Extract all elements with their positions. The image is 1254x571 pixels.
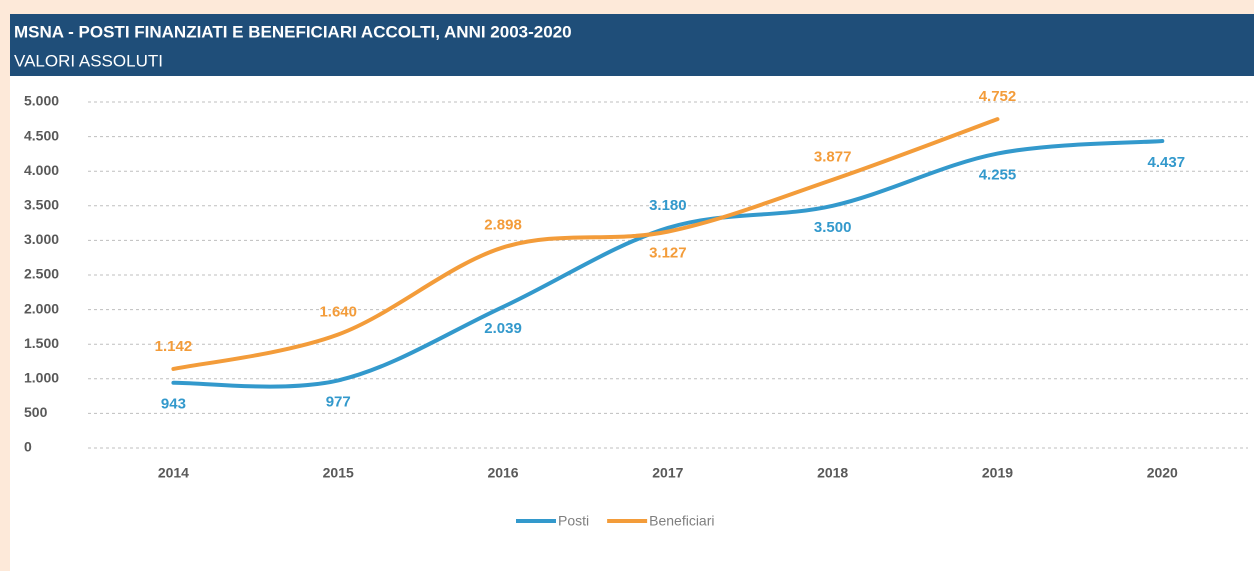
series-line [171, 117, 1000, 371]
x-tick-label: 2016 [487, 465, 518, 481]
y-tick-label: 500 [24, 404, 48, 420]
x-tick-label: 2020 [1147, 465, 1178, 481]
data-label: 1.142 [155, 338, 193, 355]
x-tick-label: 2019 [982, 465, 1013, 481]
data-label: 1.640 [319, 303, 357, 320]
data-label: 2.898 [484, 216, 522, 233]
data-label: 3.500 [814, 219, 852, 236]
data-label: 4.437 [1148, 154, 1186, 171]
header-band [10, 14, 1254, 76]
chart-subtitle: VALORI ASSOLUTI [14, 51, 163, 70]
data-label: 977 [326, 393, 351, 410]
y-tick-label: 3.500 [24, 197, 59, 213]
y-tick-label: 2.000 [24, 300, 59, 316]
y-tick-label: 4.500 [24, 127, 59, 143]
data-label: 943 [161, 396, 186, 413]
x-tick-label: 2017 [652, 465, 683, 481]
y-tick-label: 2.500 [24, 266, 59, 282]
x-tick-label: 2015 [323, 465, 354, 481]
y-tick-label: 3.000 [24, 231, 59, 247]
legend-label: Posti [558, 513, 589, 529]
legend-label: Beneficiari [649, 513, 714, 529]
x-tick-label: 2014 [158, 465, 189, 481]
data-label: 3.877 [814, 149, 852, 166]
y-tick-label: 5.000 [24, 93, 59, 109]
x-tick-label: 2018 [817, 465, 848, 481]
y-tick-label: 1.000 [24, 370, 59, 386]
data-label: 2.039 [484, 320, 522, 337]
data-label: 3.127 [649, 245, 687, 262]
plot-background [10, 76, 1254, 571]
series-line [171, 138, 1165, 389]
y-tick-label: 1.500 [24, 335, 59, 351]
data-label: 3.180 [649, 197, 687, 214]
chart-title: MSNA - POSTI FINANZIATI E BENEFICIARI AC… [14, 22, 572, 41]
y-tick-label: 0 [24, 439, 32, 455]
data-label: 4.255 [979, 167, 1017, 184]
data-label: 4.752 [979, 88, 1017, 105]
y-tick-label: 4.000 [24, 162, 59, 178]
